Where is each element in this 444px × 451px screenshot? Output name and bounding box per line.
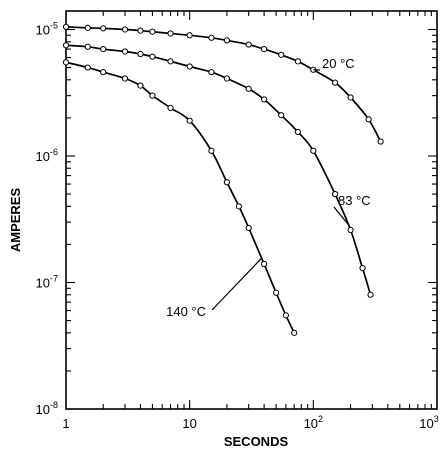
data-point bbox=[100, 69, 107, 76]
data-point bbox=[223, 179, 230, 186]
data-point bbox=[149, 53, 156, 60]
data-point bbox=[100, 25, 107, 32]
data-point bbox=[245, 224, 252, 232]
data-point bbox=[167, 104, 174, 111]
x-tick-label: 10 bbox=[182, 416, 196, 431]
data-point bbox=[137, 50, 144, 58]
x-tick-label: 103 bbox=[419, 414, 438, 431]
data-point bbox=[121, 26, 129, 33]
data-point bbox=[208, 34, 215, 41]
data-points bbox=[62, 23, 384, 336]
data-point bbox=[332, 190, 339, 198]
data-point bbox=[359, 264, 366, 272]
series-line-1 bbox=[65, 44, 372, 296]
data-point bbox=[245, 85, 252, 92]
data-point bbox=[137, 82, 144, 89]
data-point bbox=[367, 291, 374, 298]
tick-labels: 1 10 102 103 10-5 10-6 10-7 10-8 bbox=[36, 20, 439, 431]
x-tick-label: 102 bbox=[304, 414, 323, 431]
curves bbox=[65, 25, 382, 334]
data-point bbox=[377, 138, 384, 145]
x-tick-label: 1 bbox=[62, 416, 69, 431]
data-point bbox=[137, 27, 144, 34]
y-tick-label: 10-7 bbox=[36, 273, 58, 290]
data-point bbox=[310, 147, 317, 154]
data-point bbox=[273, 289, 280, 296]
data-point bbox=[223, 75, 230, 82]
axis-ticks bbox=[65, 11, 437, 410]
x-axis-label: SECONDS bbox=[224, 434, 289, 449]
data-point bbox=[100, 45, 107, 53]
data-point bbox=[149, 92, 156, 99]
data-point bbox=[84, 64, 91, 71]
y-tick-label: 10-5 bbox=[36, 20, 58, 37]
data-point bbox=[186, 32, 193, 39]
annotation-leader bbox=[211, 258, 262, 311]
data-point bbox=[167, 30, 174, 37]
series-line-2 bbox=[65, 61, 295, 334]
data-point bbox=[208, 69, 215, 76]
data-point bbox=[167, 58, 174, 65]
data-point bbox=[84, 43, 91, 50]
data-point bbox=[245, 41, 252, 48]
data-point bbox=[186, 63, 193, 70]
data-point bbox=[62, 59, 70, 66]
data-point bbox=[294, 58, 301, 65]
data-point bbox=[294, 128, 301, 136]
y-tick-label: 10-6 bbox=[36, 147, 58, 164]
data-point bbox=[223, 37, 230, 44]
data-point bbox=[208, 147, 215, 154]
data-point bbox=[347, 94, 354, 101]
data-point bbox=[282, 312, 289, 319]
data-point bbox=[278, 112, 285, 119]
data-point bbox=[121, 75, 129, 82]
data-point bbox=[261, 96, 268, 103]
data-point bbox=[186, 117, 193, 124]
data-point bbox=[62, 23, 70, 30]
annotation-label: 20 °C bbox=[322, 56, 355, 71]
y-tick-label: 10-8 bbox=[36, 400, 58, 417]
plot-frame bbox=[65, 10, 438, 410]
data-point bbox=[261, 45, 268, 53]
data-point bbox=[332, 79, 339, 86]
annotation-leader bbox=[333, 206, 349, 225]
data-point bbox=[278, 51, 285, 58]
data-point bbox=[84, 24, 91, 31]
data-point bbox=[291, 329, 298, 336]
annotation-label: 140 °C bbox=[166, 304, 206, 319]
curve-annotations: 20 °C 83 °C 140 °C bbox=[166, 56, 371, 319]
data-point bbox=[149, 28, 156, 35]
data-point bbox=[235, 203, 242, 210]
annotation-label: 83 °C bbox=[338, 193, 371, 208]
data-point bbox=[62, 42, 70, 49]
data-point bbox=[347, 226, 354, 234]
data-point bbox=[121, 48, 129, 55]
data-point bbox=[365, 116, 372, 123]
data-point bbox=[261, 260, 268, 268]
y-axis-label: AMPERES bbox=[8, 188, 23, 253]
